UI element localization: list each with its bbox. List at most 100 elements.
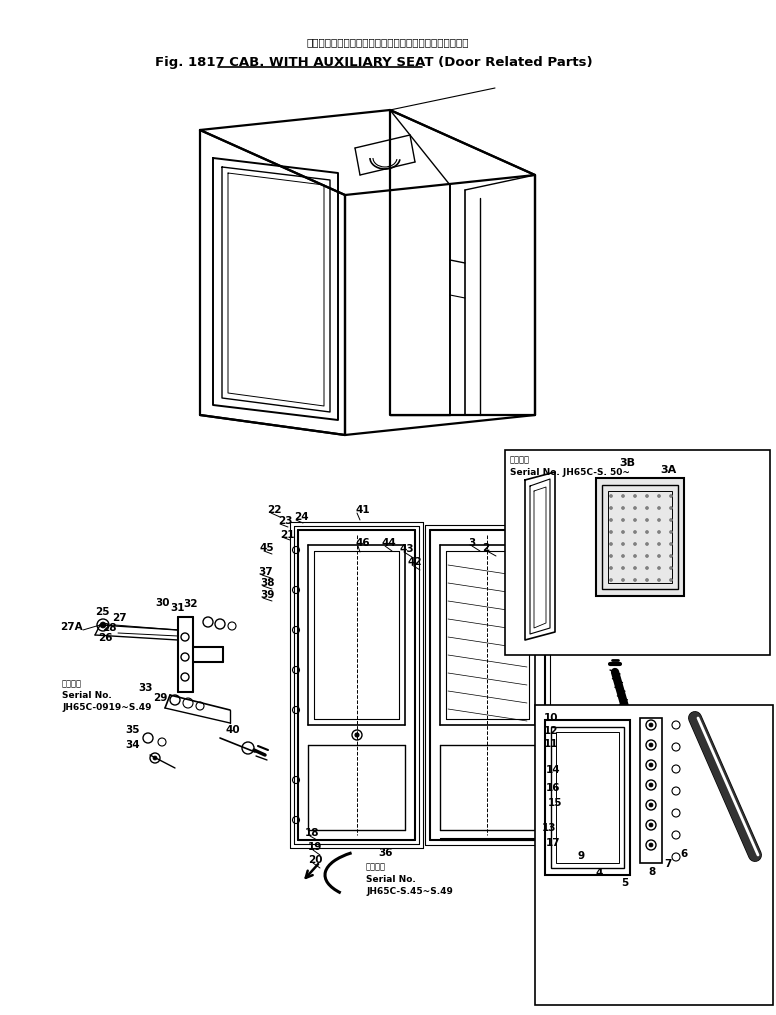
Circle shape bbox=[646, 531, 649, 534]
Circle shape bbox=[646, 579, 649, 582]
Circle shape bbox=[622, 531, 625, 534]
Text: 32: 32 bbox=[183, 599, 198, 609]
Text: 6: 6 bbox=[680, 849, 688, 859]
Circle shape bbox=[622, 554, 625, 557]
Bar bbox=[608, 491, 672, 583]
Circle shape bbox=[153, 756, 157, 760]
Bar bbox=[556, 732, 619, 863]
Circle shape bbox=[609, 579, 612, 582]
Circle shape bbox=[657, 579, 660, 582]
Text: 24: 24 bbox=[294, 512, 309, 522]
Text: 25: 25 bbox=[95, 607, 109, 617]
Circle shape bbox=[622, 566, 625, 569]
Bar bbox=[596, 478, 684, 596]
Text: 38: 38 bbox=[260, 578, 275, 588]
Text: 22: 22 bbox=[267, 505, 282, 515]
Text: 適用号機: 適用号機 bbox=[62, 679, 82, 688]
Circle shape bbox=[633, 579, 636, 582]
Circle shape bbox=[657, 519, 660, 522]
Text: 11: 11 bbox=[544, 739, 559, 749]
Text: 40: 40 bbox=[225, 725, 240, 735]
Bar bbox=[640, 718, 662, 863]
Circle shape bbox=[633, 542, 636, 545]
Text: 3B: 3B bbox=[619, 458, 635, 468]
Text: 14: 14 bbox=[546, 765, 560, 775]
Text: 2: 2 bbox=[482, 543, 489, 553]
Circle shape bbox=[657, 506, 660, 510]
Text: 35: 35 bbox=[125, 725, 140, 735]
Text: 16: 16 bbox=[546, 783, 560, 793]
Circle shape bbox=[633, 506, 636, 510]
Text: 3A: 3A bbox=[660, 465, 676, 475]
Circle shape bbox=[609, 531, 612, 534]
Text: JH65C-S.45~S.49: JH65C-S.45~S.49 bbox=[366, 886, 453, 895]
Text: 27A: 27A bbox=[60, 622, 82, 632]
Text: 44: 44 bbox=[382, 538, 397, 548]
Circle shape bbox=[646, 494, 649, 497]
Text: 13: 13 bbox=[542, 823, 556, 833]
Circle shape bbox=[622, 542, 625, 545]
Text: 29: 29 bbox=[153, 693, 168, 703]
Circle shape bbox=[649, 843, 653, 847]
Text: 21: 21 bbox=[280, 530, 295, 540]
Circle shape bbox=[657, 554, 660, 557]
Circle shape bbox=[355, 733, 359, 737]
Text: 10: 10 bbox=[544, 713, 559, 723]
Circle shape bbox=[646, 554, 649, 557]
Circle shape bbox=[633, 554, 636, 557]
Text: 23: 23 bbox=[278, 516, 293, 526]
Text: 19: 19 bbox=[308, 842, 322, 852]
Circle shape bbox=[646, 506, 649, 510]
Text: 4: 4 bbox=[596, 868, 604, 878]
Circle shape bbox=[670, 579, 673, 582]
Bar bbox=[602, 485, 678, 589]
Text: キャブ、補　　助　　庚　　付（ドア　首　連　部　品）: キャブ、補 助 庚 付（ドア 首 連 部 品） bbox=[307, 37, 469, 47]
Circle shape bbox=[646, 542, 649, 545]
Circle shape bbox=[649, 723, 653, 727]
Circle shape bbox=[609, 566, 612, 569]
Text: Serial No. JH65C-S. 50~: Serial No. JH65C-S. 50~ bbox=[510, 468, 630, 476]
Circle shape bbox=[649, 783, 653, 787]
Text: 46: 46 bbox=[355, 538, 369, 548]
Text: JH65C-0919~S.49: JH65C-0919~S.49 bbox=[62, 703, 151, 713]
Text: 45: 45 bbox=[260, 543, 275, 553]
Circle shape bbox=[622, 519, 625, 522]
Bar bbox=[545, 720, 630, 875]
Circle shape bbox=[609, 554, 612, 557]
Text: 7: 7 bbox=[664, 859, 671, 869]
Text: 37: 37 bbox=[258, 567, 272, 577]
Text: 17: 17 bbox=[546, 838, 560, 848]
Circle shape bbox=[622, 506, 625, 510]
Text: 9: 9 bbox=[577, 851, 584, 861]
Circle shape bbox=[670, 506, 673, 510]
Text: 31: 31 bbox=[170, 603, 185, 613]
Circle shape bbox=[649, 823, 653, 827]
Circle shape bbox=[657, 566, 660, 569]
Text: 39: 39 bbox=[260, 590, 275, 600]
Text: 26: 26 bbox=[98, 633, 113, 642]
Circle shape bbox=[657, 531, 660, 534]
Circle shape bbox=[670, 566, 673, 569]
Text: 34: 34 bbox=[125, 740, 140, 750]
Text: Serial No.: Serial No. bbox=[366, 875, 416, 883]
Circle shape bbox=[633, 531, 636, 534]
Text: 28: 28 bbox=[102, 623, 116, 633]
Text: 5: 5 bbox=[621, 878, 629, 888]
Text: 43: 43 bbox=[400, 544, 414, 554]
Circle shape bbox=[609, 542, 612, 545]
Text: 30: 30 bbox=[155, 598, 169, 608]
Circle shape bbox=[657, 542, 660, 545]
Circle shape bbox=[609, 519, 612, 522]
Circle shape bbox=[649, 743, 653, 747]
Text: Serial No.: Serial No. bbox=[62, 691, 112, 700]
Text: 36: 36 bbox=[378, 848, 393, 858]
Circle shape bbox=[646, 519, 649, 522]
Text: 18: 18 bbox=[305, 828, 320, 838]
Circle shape bbox=[633, 566, 636, 569]
Circle shape bbox=[609, 494, 612, 497]
Text: 適用号機: 適用号機 bbox=[510, 456, 530, 465]
Text: 適用号機: 適用号機 bbox=[366, 863, 386, 872]
Circle shape bbox=[622, 579, 625, 582]
Circle shape bbox=[609, 506, 612, 510]
Text: 3: 3 bbox=[468, 538, 475, 548]
